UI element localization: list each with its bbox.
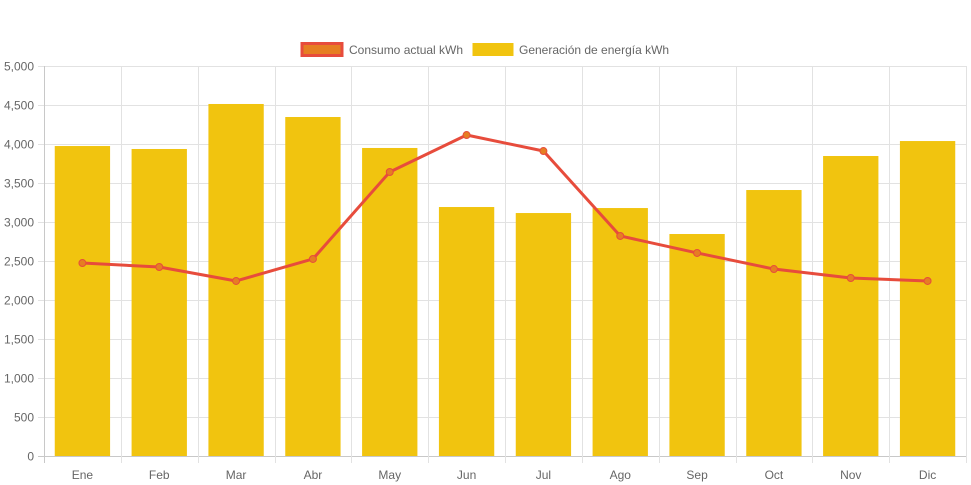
- x-tick-label: Sep: [686, 468, 708, 482]
- y-tick-label: 1,000: [4, 372, 34, 386]
- bar-feb: [131, 148, 187, 456]
- bar-nov: [823, 156, 879, 456]
- legend-label-consumo: Consumo actual kWh: [349, 43, 463, 57]
- legend: Consumo actual kWh Generación de energía…: [300, 42, 669, 57]
- bar-ago: [592, 208, 648, 456]
- x-tick-label: May: [378, 468, 401, 482]
- consumo-line: [82, 133, 928, 283]
- point-sep: [693, 248, 702, 257]
- y-tick-label: 500: [14, 411, 34, 425]
- y-tick-label: 4,000: [4, 138, 34, 152]
- point-abr: [308, 254, 317, 263]
- bar-sep: [669, 234, 725, 456]
- x-tick-label: Ago: [610, 468, 632, 482]
- legend-item-consumo[interactable]: Consumo actual kWh: [300, 42, 463, 57]
- point-oct: [769, 265, 778, 274]
- x-tick-label: Abr: [304, 468, 323, 482]
- point-dic: [923, 276, 932, 285]
- bar-oct: [746, 190, 802, 456]
- x-tick-label: Mar: [226, 468, 247, 482]
- bar-jul: [515, 213, 572, 456]
- bar-abr: [285, 117, 341, 457]
- y-axis: 0 500 1,000 1,500 2,000 2,500 3,000 3,500 4,000 4…: [4, 60, 34, 464]
- bar-jun: [438, 207, 495, 456]
- legend-swatch-generacion: [472, 43, 514, 56]
- x-tick-label: Feb: [149, 468, 170, 482]
- point-mar: [232, 276, 241, 285]
- point-jul: [539, 147, 548, 156]
- bar-series-generacion: [54, 103, 956, 457]
- legend-swatch-consumo: [300, 42, 344, 57]
- x-tick-label: Jul: [536, 468, 551, 482]
- y-tick-label: 0: [27, 450, 34, 464]
- point-jun: [462, 131, 471, 140]
- y-tick-label: 4,500: [4, 99, 34, 113]
- y-tick-label: 2,500: [4, 255, 34, 269]
- x-tick-label: Jun: [457, 468, 476, 482]
- point-ene: [78, 259, 87, 268]
- y-tick-label: 2,000: [4, 294, 34, 308]
- y-tick-label: 5,000: [4, 60, 34, 74]
- point-feb: [155, 263, 164, 272]
- line-series-consumo: [78, 131, 932, 285]
- point-ago: [616, 231, 625, 240]
- bar-may: [362, 147, 418, 456]
- x-axis: Ene Feb Mar Abr May Jun Jul Ago Sep Oct Nov Dic: [72, 468, 937, 482]
- y-tick-label: 3,500: [4, 177, 34, 191]
- x-tick-label: Dic: [919, 468, 936, 482]
- y-tick-label: 1,500: [4, 333, 34, 347]
- legend-item-generacion[interactable]: Generación de energía kWh: [472, 43, 669, 57]
- bar-ene: [54, 146, 111, 456]
- x-tick-label: Ene: [72, 468, 94, 482]
- bar-dic: [899, 141, 956, 456]
- point-may: [385, 168, 394, 177]
- x-tick-label: Oct: [765, 468, 784, 482]
- legend-label-generacion: Generación de energía kWh: [519, 43, 669, 57]
- x-tick-label: Nov: [840, 468, 861, 482]
- y-tick-label: 3,000: [4, 216, 34, 230]
- point-nov: [846, 274, 855, 283]
